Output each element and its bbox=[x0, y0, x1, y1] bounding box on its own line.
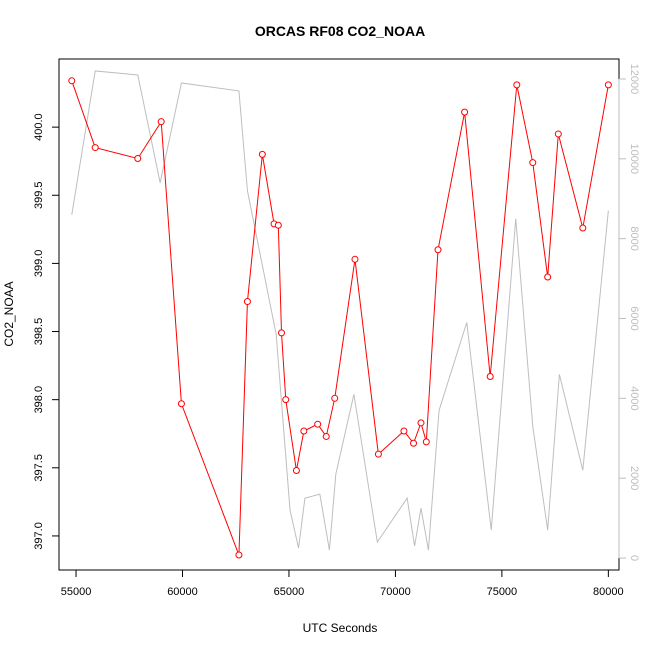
y2-tick-label: 4000 bbox=[628, 386, 640, 410]
y2-tick-label: 10000 bbox=[628, 144, 640, 175]
co2-point bbox=[422, 438, 430, 446]
co2-point bbox=[410, 439, 418, 447]
x-tick-label: 65000 bbox=[274, 586, 305, 598]
y2-tick-label: 6000 bbox=[628, 306, 640, 330]
y-axis-label: CO2_NOAA bbox=[2, 281, 16, 346]
co2-point bbox=[91, 144, 99, 152]
co2-point bbox=[300, 427, 308, 435]
x-tick-label: 75000 bbox=[487, 586, 518, 598]
co2-point bbox=[322, 432, 330, 440]
co2-point bbox=[177, 400, 185, 408]
y-tick-label: 397.0 bbox=[33, 522, 45, 550]
co2-point bbox=[554, 130, 562, 138]
co2-point bbox=[513, 81, 521, 89]
co2-point bbox=[235, 551, 243, 559]
y2-tick-label: 12000 bbox=[628, 64, 640, 95]
y-tick-label: 398.5 bbox=[33, 318, 45, 346]
co2-point bbox=[544, 273, 552, 281]
x-axis-label: UTC Seconds bbox=[303, 621, 378, 635]
co2-point bbox=[579, 224, 587, 232]
co2-point bbox=[292, 467, 300, 475]
co2-point bbox=[134, 154, 142, 162]
y-axis-left: 397.0 397.5 398.0 398.5 399.0 399.5 400.0 bbox=[33, 113, 60, 550]
x-tick-label: 60000 bbox=[167, 586, 198, 598]
y-tick-label: 398.0 bbox=[33, 386, 45, 414]
co2-point bbox=[278, 329, 286, 337]
co2-point bbox=[243, 298, 251, 306]
co2-point bbox=[434, 246, 442, 254]
co2-line bbox=[71, 80, 609, 556]
co2-point bbox=[282, 396, 290, 404]
co2-point bbox=[157, 118, 165, 126]
y-tick-label: 399.5 bbox=[33, 182, 45, 210]
x-axis: 55000 60000 65000 70000 75000 80000 bbox=[61, 569, 624, 598]
co2-point bbox=[486, 373, 494, 381]
co2-point bbox=[529, 159, 537, 167]
x-tick-label: 80000 bbox=[593, 586, 624, 598]
co2-point bbox=[314, 420, 322, 428]
co2-point bbox=[331, 394, 339, 402]
co2-point bbox=[351, 255, 359, 263]
co2-point bbox=[461, 108, 469, 116]
co2-point bbox=[258, 150, 266, 158]
co2-point bbox=[400, 427, 408, 435]
y-axis-right: 0 2000 4000 6000 8000 10000 12000 bbox=[618, 64, 640, 561]
co2-point bbox=[417, 419, 425, 427]
y-tick-label: 399.0 bbox=[33, 250, 45, 278]
chart-title: ORCAS RF08 CO2_NOAA bbox=[255, 23, 425, 39]
y-tick-label: 400.0 bbox=[33, 113, 45, 141]
y2-tick-label: 8000 bbox=[628, 226, 640, 250]
co2-point bbox=[68, 77, 76, 85]
secondary-line bbox=[71, 70, 609, 551]
x-tick-label: 70000 bbox=[380, 586, 411, 598]
co2-point bbox=[374, 450, 382, 458]
y2-tick-label: 0 bbox=[628, 555, 640, 561]
series-secondary bbox=[71, 70, 609, 551]
y-tick-label: 397.5 bbox=[33, 454, 45, 482]
y2-tick-label: 2000 bbox=[628, 466, 640, 490]
co2-point bbox=[604, 81, 612, 89]
series-co2 bbox=[68, 77, 612, 559]
co2-point bbox=[274, 221, 282, 229]
x-tick-label: 55000 bbox=[61, 586, 92, 598]
